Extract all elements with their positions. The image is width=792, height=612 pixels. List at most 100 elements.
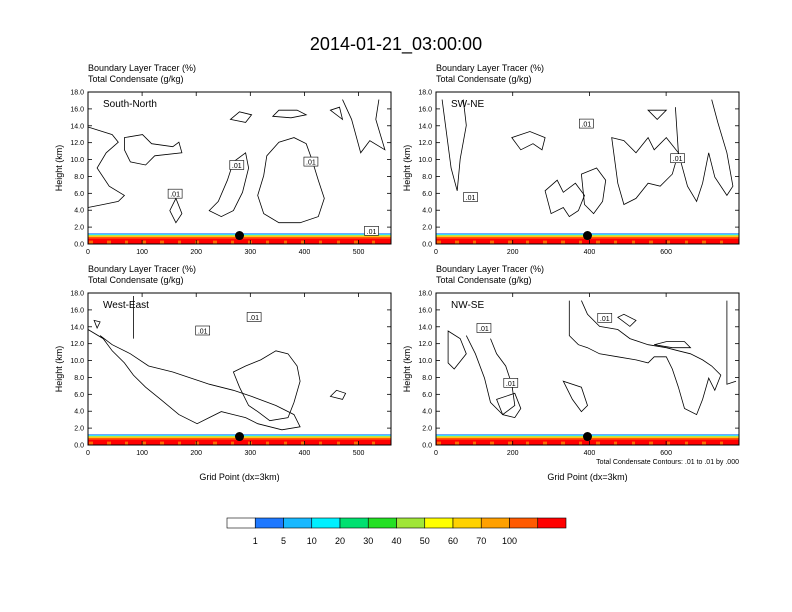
tracer-band-0 [88, 238, 391, 244]
contour-line [726, 300, 737, 385]
panel-title-tracer: Boundary Layer Tracer (%) [436, 63, 544, 73]
location-marker [235, 231, 244, 241]
y-tick-label: 14.0 [70, 324, 84, 331]
contour-label-box [195, 325, 211, 336]
y-tick-label: 16.0 [70, 106, 84, 113]
contour-label: .01 [600, 316, 610, 323]
contour-line [465, 335, 516, 416]
colorbar-swatch [254, 517, 284, 529]
contour-line [675, 99, 734, 203]
contour-line [87, 126, 126, 208]
colorbar-label: 10 [307, 536, 317, 546]
contour-label-box [476, 323, 492, 333]
y-tick-label: 12.0 [418, 341, 432, 348]
contour-line [87, 329, 301, 431]
colorbar-label: 70 [476, 536, 486, 546]
contour-label-box [579, 118, 594, 129]
y-tick-label: 4.0 [74, 409, 84, 416]
colorbar-label: 5 [281, 536, 286, 546]
panel-title-tracer: Boundary Layer Tracer (%) [436, 264, 544, 274]
y-axis-label: Height (km) [402, 145, 412, 192]
y-tick-label: 4.0 [422, 409, 432, 416]
contour-label-box [167, 188, 183, 199]
figure-title: 2014-01-21_03:00:00 [310, 34, 482, 55]
tracer-band-0 [436, 238, 739, 244]
contour-footnote: Total Condensate Contours: .01 to .01 by… [596, 459, 739, 466]
y-tick-label: 18.0 [70, 291, 84, 298]
panel-nw-se: Boundary Layer Tracer (%)Total Condensat… [402, 264, 740, 482]
x-tick-label: 200 [507, 450, 519, 457]
x-tick-label: 300 [244, 450, 256, 457]
panel-label: West-East [103, 300, 149, 311]
contour-label: .01 [367, 229, 377, 236]
x-tick-label: 400 [299, 249, 311, 256]
location-marker [235, 432, 244, 442]
x-tick-label: 0 [86, 249, 90, 256]
tracer-band-0 [436, 439, 739, 445]
y-tick-label: 0.0 [74, 242, 84, 249]
colorbar-swatch [283, 517, 313, 529]
y-tick-label: 6.0 [74, 392, 84, 399]
x-tick-label: 400 [584, 450, 596, 457]
x-tick-label: 200 [190, 249, 202, 256]
plot-frame [435, 91, 740, 245]
colorbar-label: 40 [391, 536, 401, 546]
y-tick-label: 10.0 [418, 358, 432, 365]
condensate-contours [87, 99, 386, 224]
colorbar-swatch [537, 517, 567, 529]
y-tick-label: 14.0 [418, 324, 432, 331]
colorbar-swatch [480, 517, 510, 529]
y-tick-label: 2.0 [422, 225, 432, 232]
panel-label: South-North [103, 99, 157, 110]
colorbar-swatch [226, 517, 256, 529]
x-tick-label: 400 [299, 450, 311, 457]
contour-label-box [229, 160, 245, 170]
condensate-contours [87, 296, 347, 431]
contour-line [169, 197, 183, 224]
contour-line [208, 152, 250, 218]
contour-label: .01 [232, 163, 242, 170]
condensate-contours [441, 99, 734, 218]
location-marker [583, 432, 592, 442]
contour-line [568, 300, 722, 416]
x-tick-label: 600 [660, 249, 672, 256]
y-tick-label: 18.0 [418, 90, 432, 97]
x-tick-label: 100 [136, 249, 148, 256]
plot-frame [87, 292, 392, 446]
plot-area [436, 92, 739, 244]
contour-line [93, 319, 101, 329]
panel-west-east: Boundary Layer Tracer (%)Total Condensat… [54, 264, 392, 482]
colorbar-label: 50 [420, 536, 430, 546]
y-tick-label: 12.0 [418, 140, 432, 147]
contour-line [447, 330, 467, 370]
x-axis-label: Grid Point (dx=3km) [547, 472, 627, 482]
y-tick-label: 2.0 [422, 426, 432, 433]
contour-label: .01 [466, 195, 476, 202]
y-tick-label: 14.0 [70, 123, 84, 130]
contour-label: .01 [198, 329, 208, 336]
panel-title-tracer: Boundary Layer Tracer (%) [88, 63, 196, 73]
panel-title-condensate: Total Condensate (g/kg) [88, 74, 184, 84]
y-tick-label: 10.0 [70, 157, 84, 164]
colorbar-label: 1 [253, 536, 258, 546]
tracer-streaks [437, 441, 723, 445]
x-tick-label: 300 [244, 249, 256, 256]
contour-line [271, 109, 308, 119]
y-tick-label: 4.0 [74, 208, 84, 215]
contour-line [496, 392, 522, 419]
contour-line [124, 134, 183, 166]
colorbar-label: 60 [448, 536, 458, 546]
y-tick-label: 8.0 [74, 174, 84, 181]
condensate-contours [447, 300, 737, 419]
contour-label: .01 [306, 160, 316, 167]
contour-label: .01 [170, 192, 180, 199]
colorbar-swatch [367, 517, 397, 529]
y-tick-label: 12.0 [70, 341, 84, 348]
contour-label-box [303, 156, 319, 167]
y-tick-label: 8.0 [422, 375, 432, 382]
plot-area [436, 293, 739, 445]
colorbar-swatch [311, 517, 341, 529]
y-tick-label: 6.0 [422, 191, 432, 198]
panel-title-condensate: Total Condensate (g/kg) [436, 275, 532, 285]
